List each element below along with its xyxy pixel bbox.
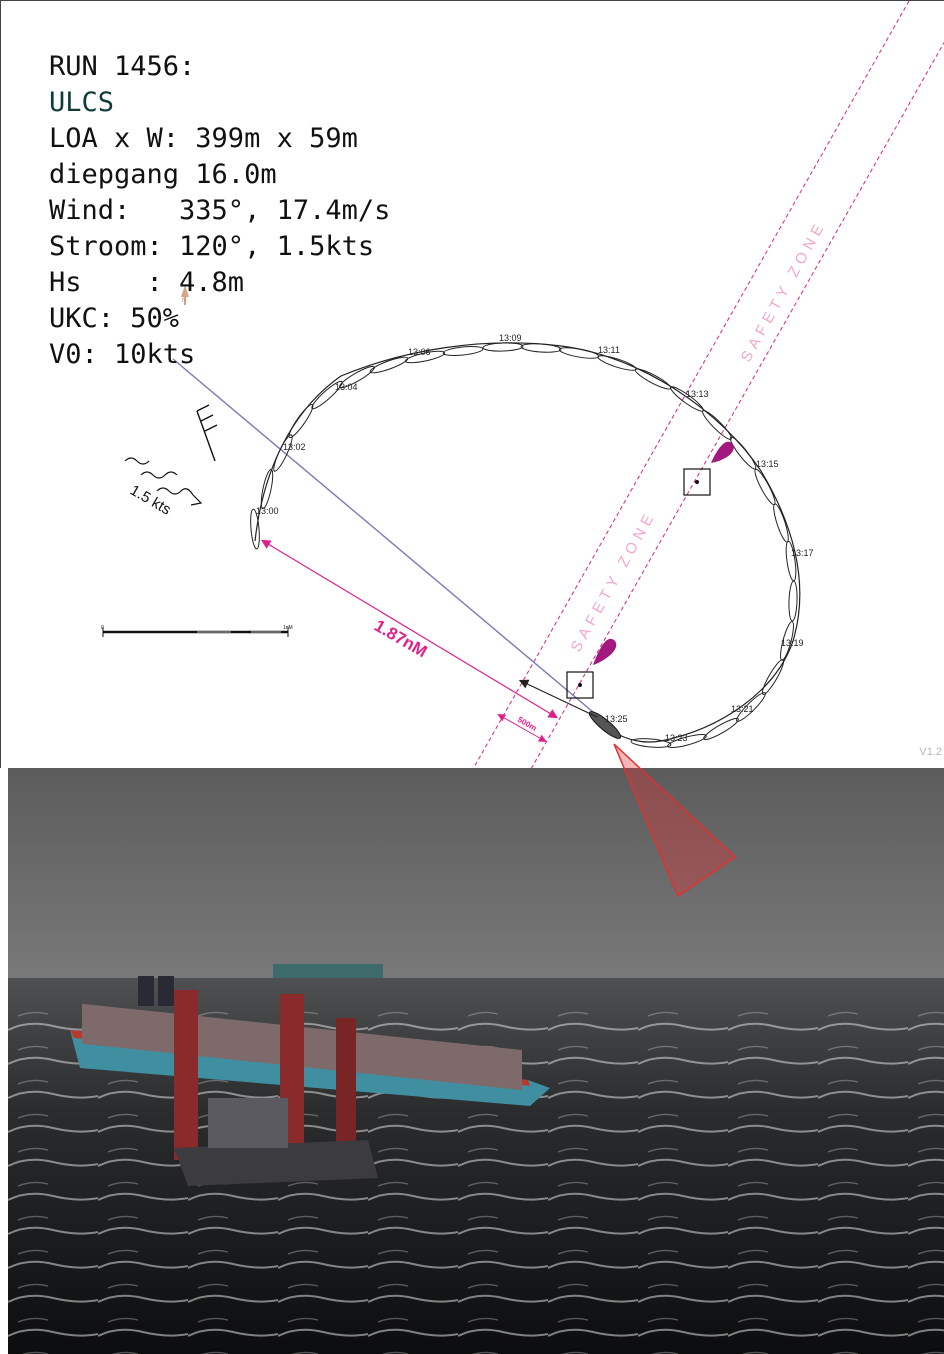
simulation-view [8,768,944,1354]
distance-line [260,539,559,719]
sky [8,768,944,988]
time-label: 13:15 [756,459,779,469]
final-ship-position [588,711,622,739]
safety-zone-line-left [472,1,910,768]
time-label: 13:04 [335,382,358,392]
offset-line [497,714,547,742]
time-label: 13:21 [731,704,754,714]
time-label: 13:00 [256,506,279,516]
time-label: 13:25 [605,714,628,724]
wave-height: Hs : 4.8m [49,267,245,298]
distance-label: 1.87nM [371,616,430,661]
north-label: N [182,298,186,304]
ship-draft: diepgang 16.0m [49,159,277,190]
jackup-platform [174,990,378,1186]
time-label: 13:06 [408,347,431,357]
north-arrow-icon: N [181,285,189,305]
run-title: RUN 1456: [49,51,196,82]
current-condition: Stroom: 120°, 1.5kts [49,231,375,262]
time-label: 13:19 [781,638,804,648]
safety-zone-label-lower: SAFETY ZONE [568,508,660,655]
wind-condition: Wind: 335°, 17.4m/s [49,195,391,226]
time-label: 13:17 [791,548,814,558]
version-label: V1.2 [919,746,942,758]
track-plot-panel: SAFETY ZONE SAFETY ZONE [0,0,944,768]
ship-dimensions: LOA x W: 399m x 59m [49,123,358,154]
heading-line [172,358,600,718]
safety-zone-line-right [530,41,944,768]
current-speed-label: 1.5 kts [127,482,174,519]
time-label: 13:11 [598,345,620,355]
under-keel-clearance: UKC: 50% [49,303,180,334]
run-info: RUN 1456: ULCS LOA x W: 399m x 59m diepgang… [49,49,390,373]
approach-arrow [518,679,598,718]
time-labels: 13:00 13:02 13:04 13:06 13:09 13:11 13:1… [256,333,814,743]
time-label: 13:23 [665,733,688,743]
time-label: 13:09 [499,333,522,343]
time-label: 13:13 [686,389,709,399]
platform-marker-upper [683,441,734,496]
ship-class: ULCS [49,87,115,118]
wind-barb-icon [196,404,218,462]
platform-marker-lower [566,638,617,699]
offset-label: 500m [516,715,538,733]
safety-zone-label-upper: SAFETY ZONE [738,218,830,365]
simulation-scene [8,768,944,1354]
track-plot: SAFETY ZONE SAFETY ZONE [101,1,944,768]
initial-speed: V0: 10kts [49,339,196,370]
time-label: 13:02 [283,442,306,452]
ship-track [254,342,801,743]
scale-end-label: 1nM [283,625,293,631]
current-arrow-icon [124,457,203,506]
scale-start-label: 0 [101,625,104,631]
scale-bar: 0 1nM [101,625,293,637]
ship-outlines [250,342,798,748]
